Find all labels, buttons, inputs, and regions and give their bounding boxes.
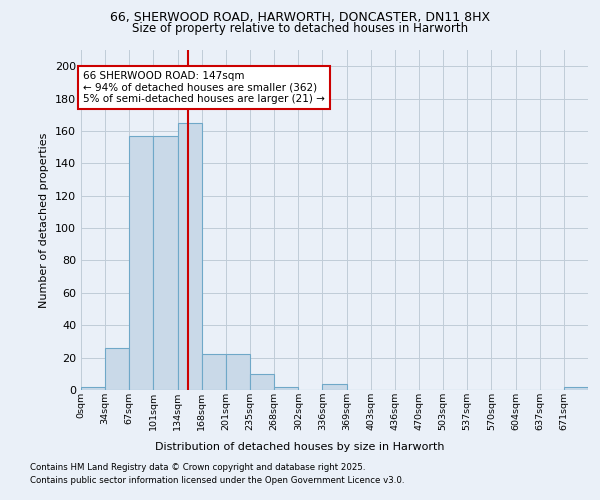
Bar bbox=[81, 387, 105, 390]
Bar bbox=[226, 354, 250, 390]
Y-axis label: Number of detached properties: Number of detached properties bbox=[40, 132, 49, 308]
Bar bbox=[154, 136, 178, 390]
Bar bbox=[322, 384, 347, 390]
Text: 66 SHERWOOD ROAD: 147sqm
← 94% of detached houses are smaller (362)
5% of semi-d: 66 SHERWOOD ROAD: 147sqm ← 94% of detach… bbox=[83, 71, 325, 104]
Text: Size of property relative to detached houses in Harworth: Size of property relative to detached ho… bbox=[132, 22, 468, 35]
Bar bbox=[105, 348, 129, 390]
Bar bbox=[129, 136, 154, 390]
Text: Contains HM Land Registry data © Crown copyright and database right 2025.: Contains HM Land Registry data © Crown c… bbox=[30, 464, 365, 472]
Bar bbox=[178, 123, 202, 390]
Text: Contains public sector information licensed under the Open Government Licence v3: Contains public sector information licen… bbox=[30, 476, 404, 485]
Text: Distribution of detached houses by size in Harworth: Distribution of detached houses by size … bbox=[155, 442, 445, 452]
Bar bbox=[564, 387, 588, 390]
Text: 66, SHERWOOD ROAD, HARWORTH, DONCASTER, DN11 8HX: 66, SHERWOOD ROAD, HARWORTH, DONCASTER, … bbox=[110, 11, 490, 24]
Bar bbox=[202, 354, 226, 390]
Bar bbox=[250, 374, 274, 390]
Bar bbox=[274, 387, 298, 390]
